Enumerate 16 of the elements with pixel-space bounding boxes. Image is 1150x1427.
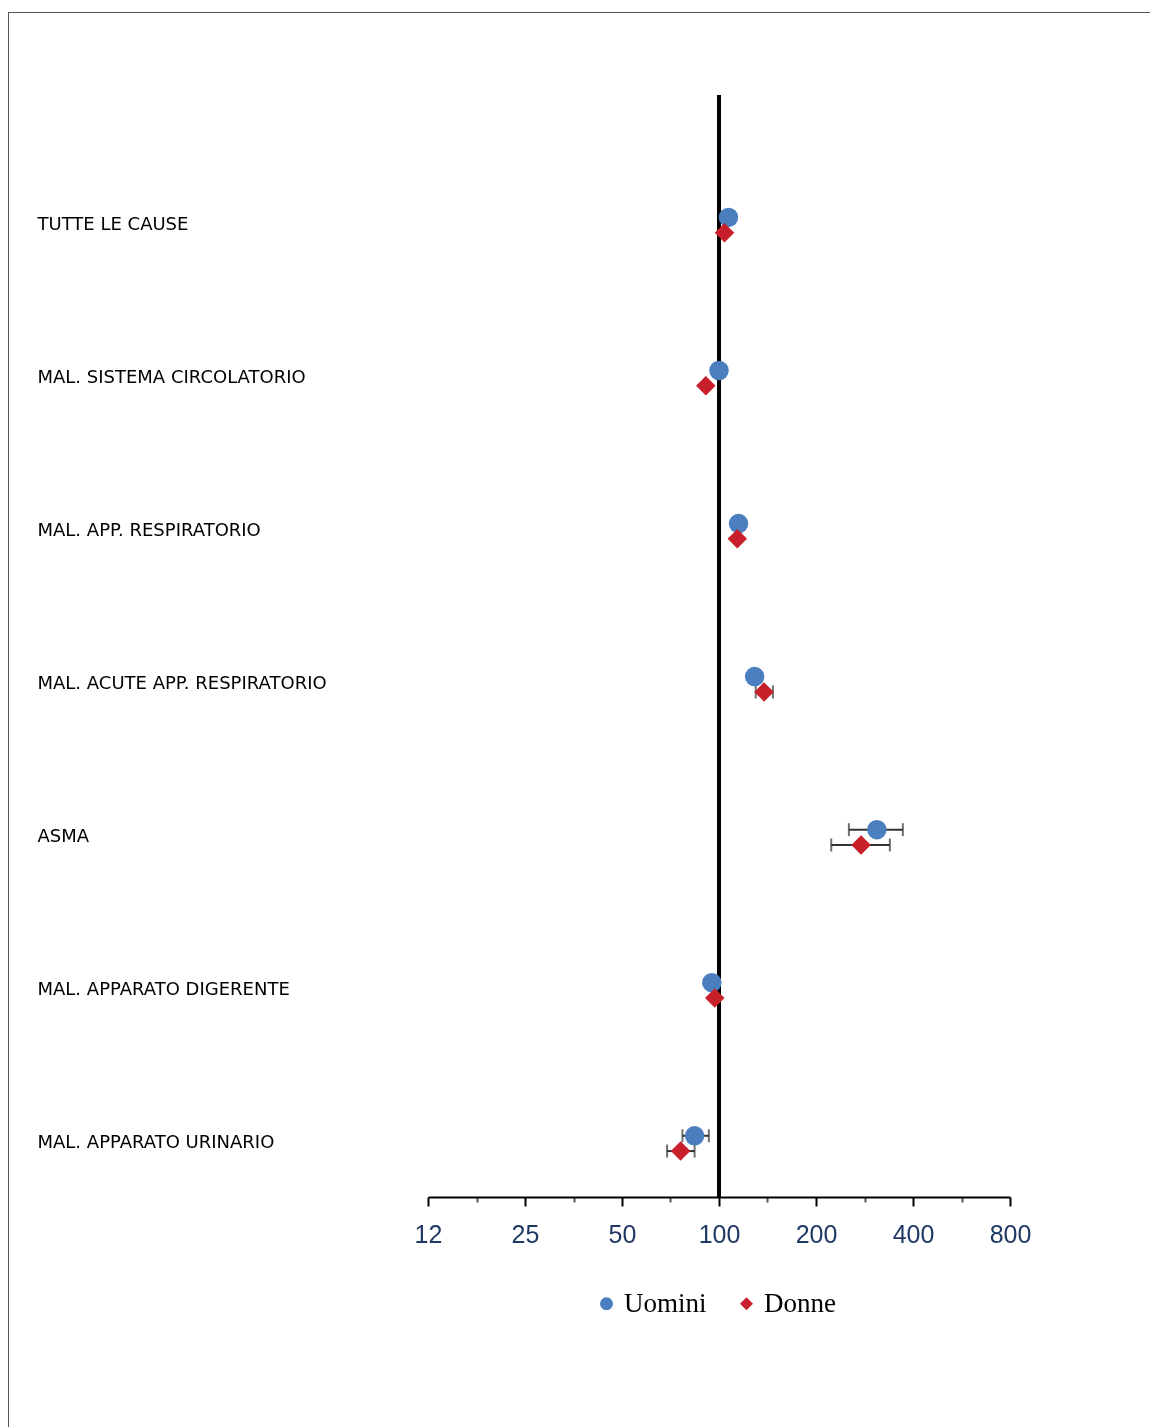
x-tick-label: 800 [989,1219,1032,1248]
legend-label: Donne [764,1287,836,1318]
x-tick-label: 400 [892,1219,935,1248]
x-tick-label: 200 [795,1219,838,1248]
legend-label: Uomini [624,1287,707,1318]
y-tick-label: MAL. APPARATO DIGERENTE [37,978,290,1000]
y-tick-label: MAL. ACUTE APP. RESPIRATORIO [37,672,327,694]
x-tick-label: 100 [698,1219,741,1248]
y-tick-label: MAL. SISTEMA CIRCOLATORIO [37,366,306,388]
x-tick-label: 25 [511,1219,540,1248]
y-tick-label: TUTTE LE CAUSE [36,213,189,235]
y-tick-label: MAL. APPARATO URINARIO [37,1131,275,1153]
x-tick-label: 12 [414,1219,443,1248]
y-tick-label: ASMA [37,825,90,847]
x-tick-label: 50 [608,1219,637,1248]
y-tick-label: MAL. APP. RESPIRATORIO [37,519,261,541]
